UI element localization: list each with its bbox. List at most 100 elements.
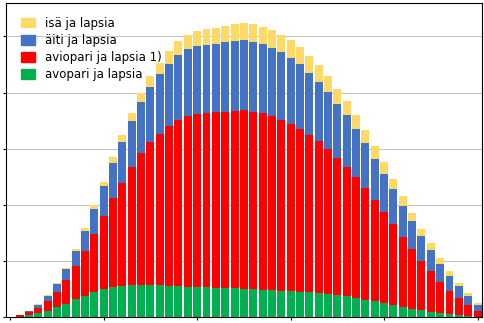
Bar — [342, 101, 350, 116]
Bar — [454, 283, 462, 287]
Bar — [472, 303, 481, 305]
Bar — [146, 285, 154, 318]
Bar — [25, 312, 33, 315]
Bar — [295, 47, 303, 64]
Bar — [389, 189, 396, 224]
Bar — [109, 157, 117, 163]
Bar — [314, 66, 322, 81]
Bar — [258, 113, 266, 290]
Bar — [183, 49, 191, 116]
Bar — [109, 287, 117, 318]
Bar — [202, 45, 210, 113]
Bar — [81, 251, 89, 296]
Bar — [174, 286, 182, 318]
Bar — [333, 158, 341, 295]
Bar — [295, 292, 303, 318]
Bar — [258, 26, 266, 44]
Bar — [398, 206, 406, 237]
Bar — [118, 135, 126, 142]
Bar — [53, 292, 61, 307]
Bar — [277, 52, 285, 120]
Bar — [221, 288, 229, 318]
Bar — [342, 116, 350, 167]
Bar — [408, 309, 415, 318]
Bar — [463, 296, 471, 305]
Bar — [109, 163, 117, 198]
Bar — [155, 74, 164, 134]
Bar — [454, 315, 462, 318]
Bar — [100, 216, 107, 289]
Bar — [137, 153, 145, 285]
Bar — [435, 258, 443, 264]
Bar — [249, 112, 257, 289]
Bar — [127, 121, 136, 167]
Bar — [118, 182, 126, 286]
Bar — [472, 305, 481, 310]
Bar — [286, 57, 294, 124]
Bar — [100, 182, 107, 186]
Bar — [445, 271, 453, 276]
Bar — [72, 249, 79, 251]
Bar — [454, 287, 462, 298]
Bar — [165, 126, 173, 286]
Bar — [314, 293, 322, 318]
Bar — [305, 56, 313, 73]
Bar — [398, 237, 406, 307]
Bar — [342, 296, 350, 318]
Bar — [212, 112, 219, 288]
Bar — [398, 307, 406, 318]
Bar — [90, 234, 98, 292]
Bar — [72, 299, 79, 318]
Bar — [370, 159, 378, 200]
Bar — [62, 280, 70, 304]
Bar — [118, 142, 126, 182]
Bar — [230, 41, 238, 111]
Bar — [174, 41, 182, 55]
Bar — [445, 314, 453, 318]
Bar — [408, 221, 415, 249]
Bar — [389, 224, 396, 305]
Bar — [230, 111, 238, 288]
Bar — [323, 92, 331, 149]
Bar — [267, 290, 275, 318]
Bar — [193, 31, 201, 47]
Bar — [277, 120, 285, 291]
Bar — [230, 288, 238, 318]
Bar — [361, 143, 369, 188]
Bar — [155, 286, 164, 318]
Bar — [90, 292, 98, 318]
Bar — [109, 198, 117, 287]
Bar — [183, 287, 191, 318]
Bar — [240, 40, 247, 110]
Bar — [408, 249, 415, 309]
Bar — [426, 250, 434, 271]
Bar — [472, 317, 481, 318]
Bar — [230, 24, 238, 41]
Bar — [6, 317, 14, 318]
Bar — [15, 316, 24, 317]
Bar — [342, 167, 350, 296]
Bar — [240, 289, 247, 318]
Bar — [53, 284, 61, 292]
Bar — [417, 236, 424, 261]
Bar — [155, 63, 164, 74]
Bar — [62, 268, 70, 269]
Bar — [240, 23, 247, 40]
Bar — [333, 295, 341, 318]
Bar — [165, 286, 173, 318]
Bar — [44, 311, 51, 318]
Bar — [351, 177, 359, 298]
Bar — [389, 179, 396, 189]
Bar — [463, 316, 471, 318]
Bar — [389, 305, 396, 318]
Bar — [221, 26, 229, 42]
Bar — [81, 228, 89, 231]
Bar — [212, 27, 219, 44]
Bar — [463, 305, 471, 316]
Bar — [370, 200, 378, 301]
Bar — [72, 251, 79, 266]
Bar — [44, 296, 51, 301]
Bar — [221, 42, 229, 111]
Bar — [435, 264, 443, 282]
Bar — [351, 129, 359, 177]
